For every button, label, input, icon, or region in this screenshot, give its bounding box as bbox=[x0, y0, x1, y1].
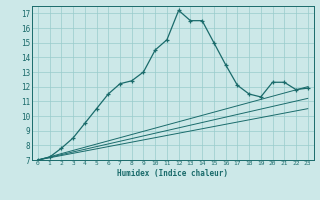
X-axis label: Humidex (Indice chaleur): Humidex (Indice chaleur) bbox=[117, 169, 228, 178]
